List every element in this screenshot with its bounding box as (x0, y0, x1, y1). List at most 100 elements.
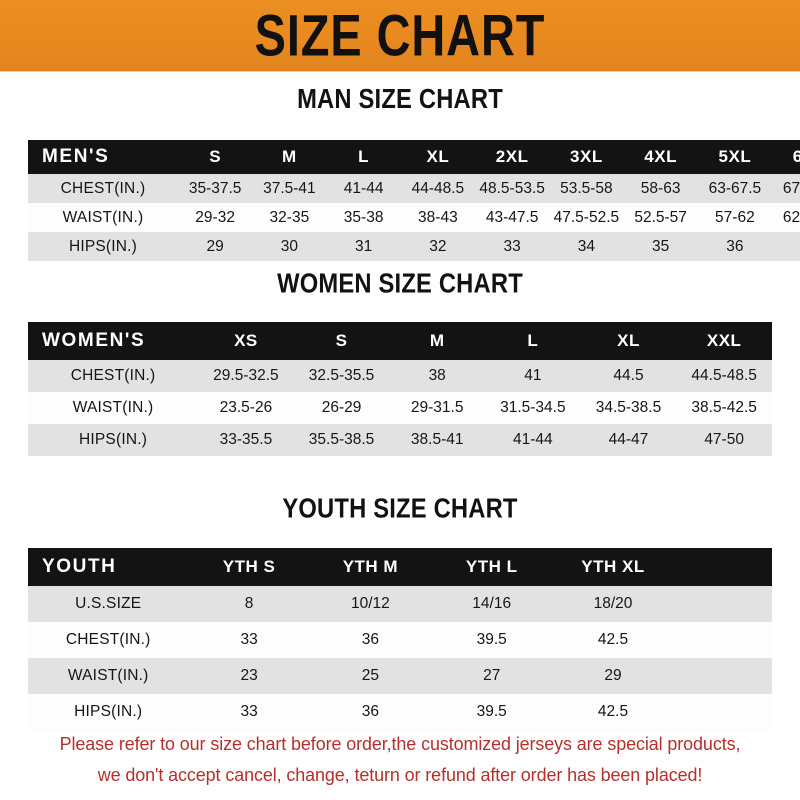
men-chest-6xl: 67.5-72 (782, 179, 800, 197)
table-row: CHEST(IN.) 35-37.5 37.5-41 41-44 44-48.5… (28, 174, 800, 203)
youth-chest-yth-xl: 42.5 (597, 631, 629, 648)
women-hips-xs: 33-35.5 (219, 431, 273, 448)
women-hips-s: 35.5-38.5 (308, 431, 375, 448)
men-col-6xl: 6XL (792, 147, 800, 166)
men-waist-4xl: 52.5-57 (634, 208, 687, 226)
men-chest-xl: 44-48.5 (411, 179, 465, 197)
men-chest-2xl: 48.5-53.5 (479, 179, 545, 197)
men-hips-xl: 32 (429, 237, 447, 255)
women-waist-m: 29-31.5 (410, 399, 464, 416)
men-hips-m: 30 (280, 237, 298, 255)
men-chest-4xl: 58-63 (640, 179, 681, 197)
table-row: WAIST(IN.) 29-32 32-35 35-38 38-43 43-47… (28, 203, 800, 232)
table-row: HIPS(IN.) 33-35.5 35.5-38.5 38.5-41 41-4… (28, 424, 772, 456)
footer-line-2: we don't accept cancel, change, teturn o… (97, 764, 703, 785)
men-col-s: S (209, 147, 222, 166)
men-col-2xl: 2XL (495, 147, 529, 166)
women-row-label-chest: CHEST(IN.) (70, 367, 156, 384)
men-waist-l: 35-38 (343, 208, 384, 226)
women-chest-l: 41 (524, 367, 542, 384)
men-chest-s: 35-37.5 (188, 179, 242, 197)
women-header-row: WOMEN'S XS S M L XL XXL (28, 322, 772, 360)
youth-cell-spacer (674, 586, 772, 622)
youth-hips-yth-s: 33 (240, 703, 258, 720)
women-row-label-hips: HIPS(IN.) (78, 431, 148, 448)
men-row-label-hips: HIPS(IN.) (68, 237, 138, 255)
women-waist-xxl: 38.5-42.5 (691, 399, 757, 416)
table-row: HIPS(IN.) 33 36 39.5 42.5 (28, 694, 772, 730)
men-row-label-chest: CHEST(IN.) (60, 179, 146, 197)
youth-waist-yth-m: 25 (361, 667, 380, 684)
youth-waist-yth-xl: 29 (604, 667, 622, 684)
youth-cell-spacer (674, 694, 772, 730)
women-col-xs: XS (234, 331, 258, 350)
women-col-l: L (527, 331, 539, 350)
women-col-xxl: XXL (706, 331, 742, 350)
men-section-heading: MAN SIZE CHART (297, 83, 503, 115)
youth-cell-spacer (674, 658, 772, 694)
table-row: WAIST(IN.) 23.5-26 26-29 29-31.5 31.5-34… (28, 392, 772, 424)
table-row: WAIST(IN.) 23 25 27 29 (28, 658, 772, 694)
men-chest-l: 41-44 (343, 179, 384, 197)
youth-col-yth-l: YTH L (465, 557, 518, 576)
youth-section-heading: YOUTH SIZE CHART (282, 493, 518, 525)
youth-ussize-yth-l: 14/16 (472, 595, 512, 612)
men-hips-4xl: 35 (652, 237, 670, 255)
footer-line-1: Please refer to our size chart before or… (59, 733, 741, 754)
youth-ussize-yth-s: 8 (244, 595, 254, 612)
women-chest-m: 38 (428, 367, 446, 384)
women-waist-l: 31.5-34.5 (500, 399, 566, 416)
women-hips-m: 38.5-41 (410, 431, 464, 448)
youth-col-spacer (674, 548, 772, 586)
youth-waist-yth-l: 27 (483, 667, 501, 684)
men-waist-3xl: 47.5-52.5 (553, 208, 620, 226)
men-col-4xl: 4XL (644, 147, 677, 166)
men-row-label-waist: WAIST(IN.) (62, 208, 144, 226)
youth-ussize-yth-m: 10/12 (350, 595, 390, 612)
youth-row-label-waist: WAIST(IN.) (67, 667, 149, 684)
men-header-row: MEN'S S M L XL 2XL 3XL 4XL 5XL 6XL (28, 140, 800, 174)
youth-ussize-yth-xl: 18/20 (593, 595, 633, 612)
men-hips-2xl: 33 (503, 237, 521, 255)
banner-title: SIZE CHART (254, 3, 546, 68)
men-waist-m: 32-35 (269, 208, 310, 226)
youth-hips-yth-xl: 42.5 (597, 703, 629, 720)
men-col-5xl: 5XL (718, 147, 752, 166)
table-row: U.S.SIZE 8 10/12 14/16 18/20 (28, 586, 772, 622)
youth-chest-yth-s: 33 (240, 631, 258, 648)
youth-waist-yth-s: 23 (240, 667, 258, 684)
youth-col-yth-s: YTH S (222, 557, 276, 576)
men-waist-2xl: 43-47.5 (485, 208, 539, 226)
men-col-m: M (282, 147, 297, 166)
youth-corner-label: YOUTH (42, 556, 117, 577)
youth-header-row: YOUTH YTH S YTH M YTH L YTH XL (28, 548, 772, 586)
youth-hips-yth-l: 39.5 (476, 703, 507, 720)
women-waist-xs: 23.5-26 (219, 399, 273, 416)
men-waist-6xl: 62-66.5 (782, 208, 800, 226)
women-chest-xxl: 44.5-48.5 (691, 367, 757, 384)
women-chest-xl: 44.5 (613, 367, 644, 384)
men-hips-s: 29 (206, 237, 224, 255)
men-waist-xl: 38-43 (418, 208, 458, 226)
women-chest-xs: 29.5-32.5 (213, 367, 279, 384)
footer-disclaimer: Please refer to our size chart before or… (12, 728, 788, 790)
women-chest-s: 32.5-35.5 (308, 367, 375, 384)
men-chest-3xl: 53.5-58 (560, 179, 613, 197)
men-hips-l: 31 (355, 237, 373, 255)
youth-row-label-chest: CHEST(IN.) (65, 631, 151, 648)
men-chest-m: 37.5-41 (263, 179, 316, 197)
women-col-m: M (429, 331, 445, 350)
youth-col-yth-m: YTH M (342, 557, 399, 576)
women-waist-xl: 34.5-38.5 (595, 399, 662, 416)
men-hips-6xl: 37 (772, 232, 800, 261)
page-banner: SIZE CHART (0, 0, 800, 72)
women-col-xl: XL (617, 331, 640, 350)
men-col-xl: XL (426, 147, 450, 166)
women-hips-xl: 44-47 (608, 431, 649, 448)
youth-chest-yth-m: 36 (361, 631, 380, 648)
men-size-table: MEN'S S M L XL 2XL 3XL 4XL 5XL 6XL CHEST… (28, 140, 800, 261)
women-col-s: S (335, 331, 348, 350)
women-size-table: WOMEN'S XS S M L XL XXL CHEST(IN.) 29.5-… (28, 322, 772, 456)
women-corner-label: WOMEN'S (42, 330, 146, 351)
